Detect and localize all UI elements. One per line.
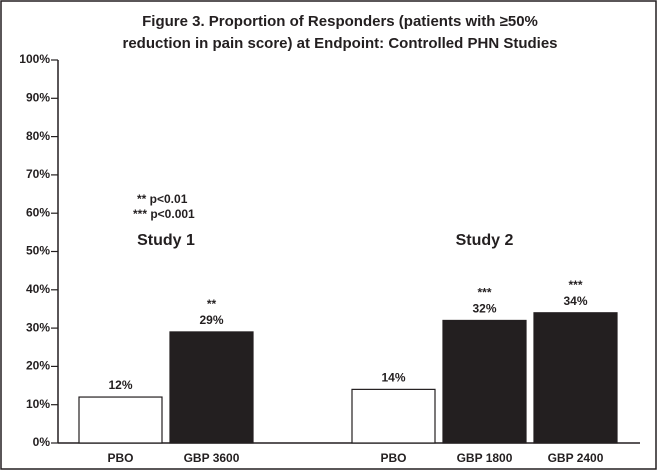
value-label: 32% xyxy=(472,302,496,316)
group-label: Study 1 xyxy=(137,232,195,249)
y-tick-label: 100% xyxy=(19,52,50,66)
y-tick-label: 60% xyxy=(26,205,50,219)
bar xyxy=(169,331,254,444)
y-tick-label: 90% xyxy=(26,90,50,104)
y-tick-label: 40% xyxy=(26,282,50,296)
y-tick-label: 20% xyxy=(26,359,50,373)
bar xyxy=(351,388,436,444)
x-tick-label: GBP 3600 xyxy=(184,451,240,465)
group-label: Study 2 xyxy=(456,232,514,249)
x-tick-label: GBP 1800 xyxy=(457,451,513,465)
significance-label: *** xyxy=(477,286,491,300)
y-tick-label: 30% xyxy=(26,320,50,334)
y-tick-label: 10% xyxy=(26,397,50,411)
y-tick-label: 80% xyxy=(26,129,50,143)
y-tick-label: 70% xyxy=(26,167,50,181)
value-label: 34% xyxy=(563,294,587,308)
bar xyxy=(78,396,163,444)
x-tick-label: PBO xyxy=(107,451,133,465)
annotation: *** p<0.001 xyxy=(133,207,195,221)
x-tick-label: PBO xyxy=(380,451,406,465)
chart-title: reduction in pain score) at Endpoint: Co… xyxy=(122,35,557,52)
value-label: 14% xyxy=(381,371,405,385)
x-tick-label: GBP 2400 xyxy=(548,451,604,465)
bar xyxy=(533,312,618,444)
chart-title: Figure 3. Proportion of Responders (pati… xyxy=(142,13,538,30)
y-tick-label: 50% xyxy=(26,244,50,258)
bar xyxy=(442,319,527,444)
significance-label: *** xyxy=(568,278,582,292)
y-tick-label: 0% xyxy=(33,435,51,449)
value-label: 12% xyxy=(108,378,132,392)
significance-label: ** xyxy=(207,297,217,311)
annotation: ** p<0.01 xyxy=(137,192,188,206)
value-label: 29% xyxy=(199,313,223,327)
